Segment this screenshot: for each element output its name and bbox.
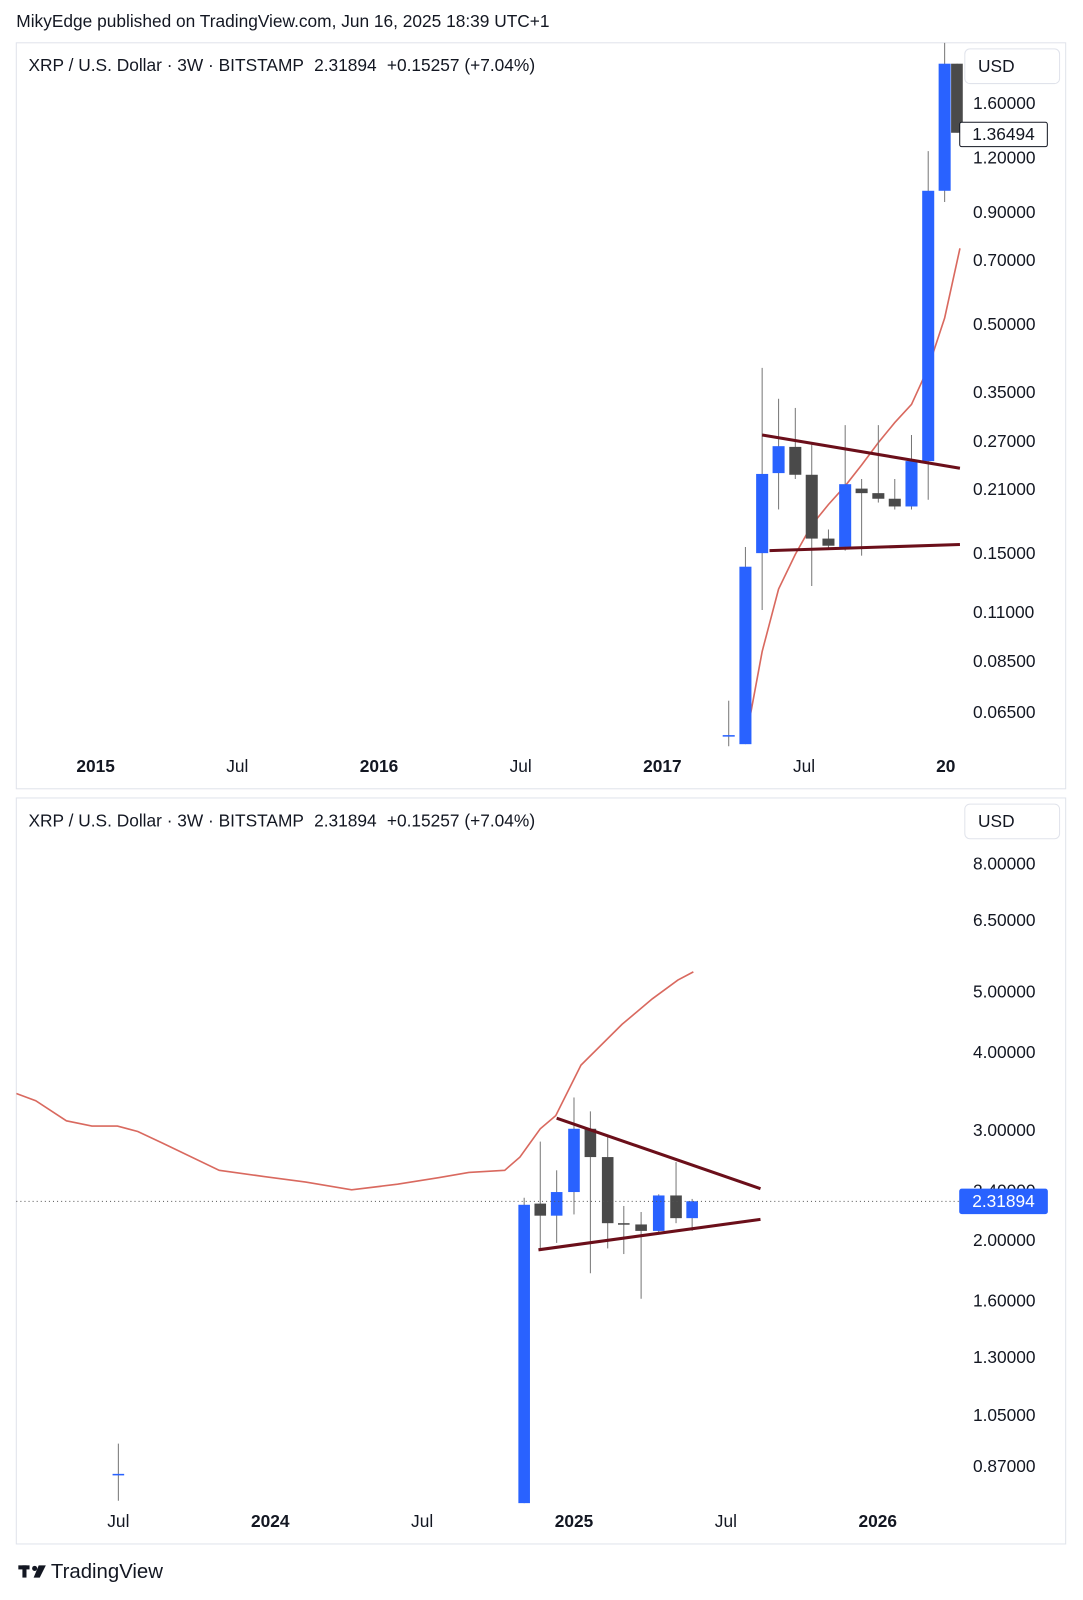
x-tick-label: 2024: [251, 1511, 290, 1531]
candle-body: [601, 1157, 614, 1224]
legend-price: 2.31894: [314, 55, 377, 75]
candle-body: [618, 1223, 630, 1225]
candle-body: [652, 1195, 665, 1231]
y-tick-label: 1.60000: [973, 93, 1036, 113]
trendline: [769, 542, 960, 553]
legend-price: 2.31894: [314, 810, 377, 830]
candle-body: [670, 1195, 682, 1219]
x-tick-label: Jul: [510, 756, 532, 776]
legend-title: XRP / U.S. Dollar · 3W · BITSTAMP: [29, 55, 304, 75]
legend-change: +0.15257 (+7.04%): [387, 810, 535, 830]
candle-body: [839, 484, 852, 547]
currency-button: [964, 803, 1061, 840]
y-tick-label: 8.00000: [973, 854, 1036, 874]
trendline: [556, 1116, 761, 1191]
x-tick-label: 20: [936, 756, 955, 776]
y-tick-label: 2.00000: [973, 1230, 1036, 1250]
y-tick-label: 0.06500: [973, 702, 1036, 722]
candle-body: [568, 1128, 580, 1193]
legend-title: XRP / U.S. Dollar · 3W · BITSTAMP: [29, 810, 304, 830]
candle-body: [772, 446, 785, 474]
logo: [18, 1565, 46, 1578]
candle-body: [739, 566, 752, 745]
x-tick-label: 2025: [555, 1511, 594, 1531]
candle-body: [789, 446, 802, 475]
x-tick-label: 2017: [643, 756, 682, 776]
candle-body: [855, 488, 868, 494]
candle-body: [822, 538, 835, 546]
y-tick-label: 0.90000: [973, 202, 1036, 222]
y-tick-label: 5.00000: [973, 981, 1036, 1001]
currency-label: USD: [978, 811, 1015, 831]
x-tick-label: 2015: [76, 756, 115, 776]
y-tick-label: 3.00000: [973, 1120, 1036, 1140]
legend-change: +0.15257 (+7.04%): [387, 55, 535, 75]
y-tick-label: 0.27000: [973, 431, 1036, 451]
candle-body: [635, 1224, 647, 1231]
last-price-box: [959, 1188, 1048, 1215]
candle-body: [938, 63, 951, 191]
y-tick-label: 0.70000: [973, 250, 1036, 270]
candle-body: [805, 474, 818, 539]
candle-body: [756, 473, 769, 554]
currency-label: USD: [978, 56, 1015, 76]
candle-body: [686, 1201, 698, 1219]
y-tick-label: 1.30000: [973, 1347, 1036, 1367]
x-tick-label: 2016: [360, 756, 399, 776]
x-tick-label: Jul: [226, 756, 248, 776]
y-tick-label: 1.05000: [973, 1405, 1036, 1425]
y-tick-label: 0.15000: [973, 543, 1036, 563]
y-tick-label: 1.60000: [973, 1291, 1036, 1311]
chart-panel: [15, 42, 1067, 790]
y-tick-label: 0.50000: [973, 314, 1036, 334]
y-tick-label: 0.08500: [973, 651, 1036, 671]
candle-body: [534, 1203, 547, 1216]
y-tick-label: 0.21000: [973, 479, 1036, 499]
chart-panel: [15, 797, 1067, 1545]
x-tick-label: Jul: [107, 1511, 129, 1531]
footer-brand: TradingView: [51, 1561, 163, 1583]
y-tick-label: 6.50000: [973, 910, 1036, 930]
currency-button: [964, 48, 1061, 85]
candle-body: [905, 461, 918, 507]
candle-body: [951, 63, 963, 133]
moving-average: [16, 971, 694, 1191]
x-tick-label: 2026: [858, 1511, 897, 1531]
candle-body: [872, 493, 885, 499]
trendline: [538, 1217, 761, 1252]
candle-body: [584, 1128, 597, 1158]
candle-body: [888, 498, 901, 507]
x-tick-label: Jul: [793, 756, 815, 776]
y-tick-label: 0.35000: [973, 382, 1036, 402]
y-tick-label: 1.20000: [973, 148, 1036, 168]
last-price-label: 1.36494: [972, 124, 1035, 144]
y-tick-label: 0.11000: [973, 602, 1034, 622]
publish-note: MikyEdge published on TradingView.com, J…: [16, 11, 549, 31]
last-price-box: [959, 121, 1048, 148]
legend: XRP / U.S. Dollar · 3W · BITSTAMP 2.31894…: [29, 55, 536, 75]
y-tick-label: 0.87000: [973, 1456, 1036, 1476]
candle-body: [922, 190, 935, 462]
plot-area: [16, 971, 761, 1504]
candle-body: [722, 735, 735, 737]
plot-area: [722, 42, 963, 747]
trendline: [761, 433, 961, 470]
x-tick-label: Jul: [411, 1511, 433, 1531]
legend: XRP / U.S. Dollar · 3W · BITSTAMP 2.31894…: [29, 810, 536, 830]
candle-body: [518, 1204, 530, 1504]
candle-body: [550, 1192, 563, 1216]
x-tick-label: Jul: [715, 1511, 737, 1531]
last-price-label: 2.31894: [972, 1191, 1035, 1211]
candle-body: [112, 1473, 125, 1476]
y-tick-label: 4.00000: [973, 1042, 1036, 1062]
